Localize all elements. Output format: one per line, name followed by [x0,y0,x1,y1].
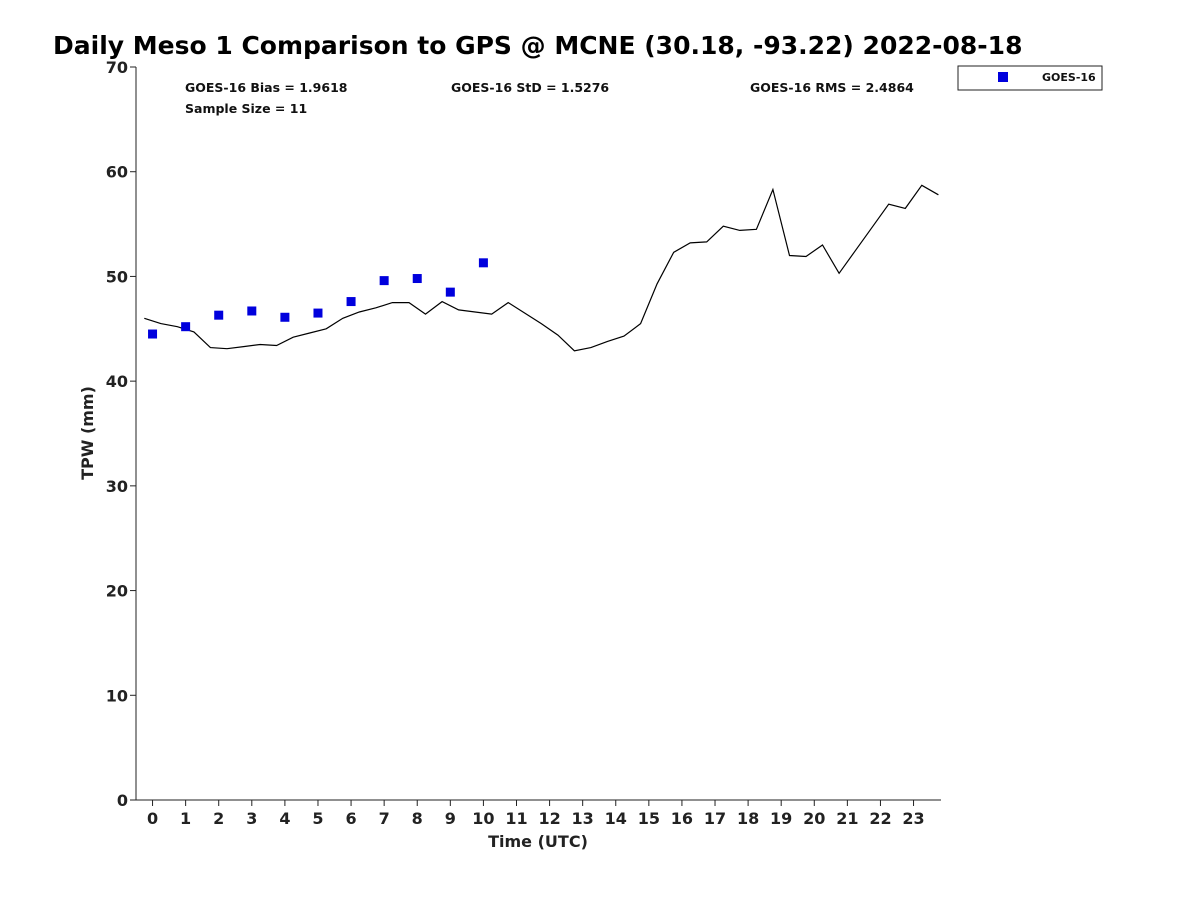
legend: GOES-16 [957,65,1103,91]
y-tick-label: 10 [106,686,128,705]
x-tick-label: 8 [412,809,423,828]
legend-marker-goes16 [998,72,1008,82]
goes16-point [181,322,191,332]
x-tick-label: 14 [605,809,627,828]
goes16-point [214,310,224,320]
x-tick-label: 18 [737,809,759,828]
y-tick-label: 40 [106,372,128,391]
y-tick-label: 50 [106,267,128,286]
plot-axes [135,67,941,801]
y-tick-label: 0 [117,791,128,810]
gps-tpw-line [144,184,939,352]
x-tick-label: 6 [345,809,356,828]
rms-annotation: GOES-16 RMS = 2.4864 [750,80,914,95]
legend-label-goes16: GOES-16 [1042,71,1096,84]
legend-box [957,65,1103,91]
goes16-point [148,329,158,339]
bias-annotation: GOES-16 Bias = 1.9618 [185,80,347,95]
x-tick-label: 7 [379,809,390,828]
x-tick-label: 23 [902,809,924,828]
x-tick-label: 9 [445,809,456,828]
x-tick-label: 16 [671,809,693,828]
x-tick-label: 20 [803,809,825,828]
y-tick-label: 30 [106,477,128,496]
series-layer [144,184,939,352]
goes16-point [313,308,323,318]
chart-title: Daily Meso 1 Comparison to GPS @ MCNE (3… [53,31,1022,60]
x-tick-label: 0 [147,809,158,828]
x-tick-label: 10 [472,809,494,828]
goes16-point [280,312,290,322]
x-tick-label: 11 [505,809,527,828]
goes16-point [346,297,356,307]
y-tick-label: 20 [106,582,128,601]
x-tick-label: 2 [213,809,224,828]
x-tick-label: 5 [312,809,323,828]
x-tick-label: 15 [638,809,660,828]
x-axis-ticks: 0 1 2 3 4 5 6 7 8 9 10 11 12 13 14 15 16 17 18 19 20 21 22 23 [147,800,925,828]
statistics-annotations: GOES-16 Bias = 1.9618 GOES-16 StD = 1.52… [185,80,914,116]
y-tick-label: 60 [106,163,128,182]
x-tick-label: 1 [180,809,191,828]
goes16-point [445,287,455,297]
x-tick-label: 22 [869,809,891,828]
x-axis-label: Time (UTC) [488,832,588,851]
goes16-point [379,276,389,286]
y-axis-label: TPW (mm) [78,386,97,480]
x-tick-label: 21 [836,809,858,828]
x-tick-label: 4 [279,809,290,828]
x-tick-label: 13 [572,809,594,828]
std-annotation: GOES-16 StD = 1.5276 [451,80,609,95]
goes16-point [247,306,257,316]
goes16-point [478,258,488,268]
y-tick-label: 70 [106,58,128,77]
x-tick-label: 12 [538,809,560,828]
goes16-point [412,274,422,284]
x-tick-label: 19 [770,809,792,828]
x-tick-label: 17 [704,809,726,828]
y-axis-ticks: 0 10 20 30 40 50 60 70 [106,58,136,810]
sample-size-annotation: Sample Size = 11 [185,101,307,116]
x-tick-label: 3 [246,809,257,828]
